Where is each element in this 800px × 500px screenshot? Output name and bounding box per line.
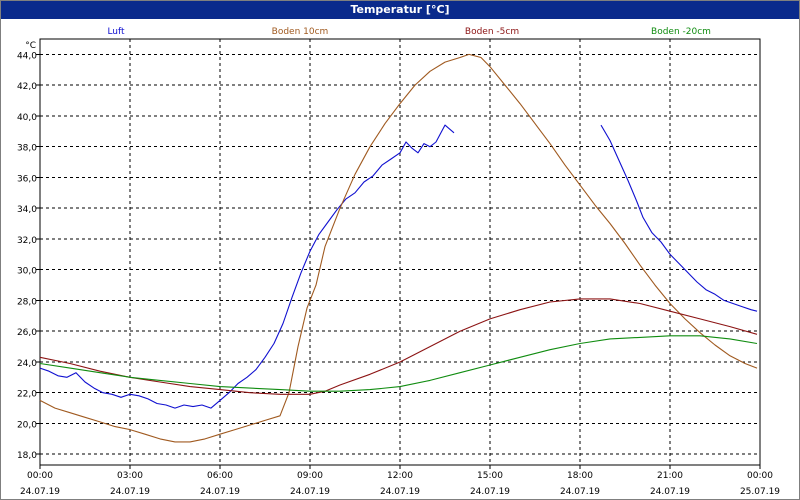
x-tick-date-label: 24.07.19 (650, 487, 690, 497)
legend-entry: Boden -5cm (465, 27, 519, 37)
y-tick-label: 26,0 (17, 328, 37, 338)
series-lines (39, 53, 758, 443)
y-tick-label: 20,0 (17, 420, 37, 430)
y-axis-unit-label: °C (25, 41, 36, 51)
legend-entry: Boden 10cm (272, 27, 329, 37)
x-tick-time-label: 06:00 (207, 471, 233, 481)
x-tick-date-label: 24.07.19 (20, 487, 60, 497)
x-tick-date-label: 25.07.19 (740, 487, 780, 497)
legend-entry: Luft (107, 27, 125, 37)
axes: 18,0 20,0 22,0 24,0 26,0 28,0 30,0 32,0 34,0 36,0… (17, 41, 780, 497)
x-tick-date-label: 24.07.19 (110, 487, 150, 497)
series-line-boden-10cm (39, 53, 758, 443)
x-tick-date-label: 24.07.19 (290, 487, 330, 497)
y-tick-label: 40,0 (17, 113, 37, 123)
y-tick-label: 44,0 (17, 51, 37, 61)
x-tick-time-label: 21:00 (657, 471, 683, 481)
y-tick-label: 30,0 (17, 267, 37, 277)
x-tick-time-label: 15:00 (477, 471, 503, 481)
y-tick-label: 28,0 (17, 297, 37, 307)
x-tick-time-label: 03:00 (117, 471, 143, 481)
y-tick-label: 32,0 (17, 236, 37, 246)
window-title: Temperatur [°C] (1, 1, 799, 19)
x-tick-time-label: 12:00 (387, 471, 413, 481)
x-tick-date-label: 24.07.19 (380, 487, 420, 497)
y-tick-label: 22,0 (17, 390, 37, 400)
y-tick-label: 38,0 (17, 144, 37, 154)
legend-entry: Boden -20cm (651, 27, 711, 37)
x-tick-time-label: 00:00 (747, 471, 773, 481)
series-line-boden-20cm (39, 335, 758, 392)
x-tick-time-label: 18:00 (567, 471, 593, 481)
temperature-chart: 18,0 20,0 22,0 24,0 26,0 28,0 30,0 32,0 34,0 36,0… (17, 27, 780, 497)
grid (40, 39, 760, 465)
x-tick-time-label: 09:00 (297, 471, 323, 481)
y-tick-label: 18,0 (17, 451, 37, 461)
y-tick-label: 24,0 (17, 359, 37, 369)
y-tick-label: 42,0 (17, 82, 37, 92)
x-tick-date-label: 24.07.19 (470, 487, 510, 497)
series-line-luft (600, 124, 758, 312)
x-tick-time-label: 00:00 (27, 471, 53, 481)
x-tick-date-label: 24.07.19 (560, 487, 600, 497)
legend: Luft Boden 10cm Boden -5cm Boden -20cm (107, 27, 711, 37)
x-tick-date-label: 24.07.19 (200, 487, 240, 497)
series-line-luft (39, 124, 455, 409)
series-line-boden-5cm (39, 298, 758, 395)
y-tick-label: 34,0 (17, 205, 37, 215)
y-tick-label: 36,0 (17, 174, 37, 184)
